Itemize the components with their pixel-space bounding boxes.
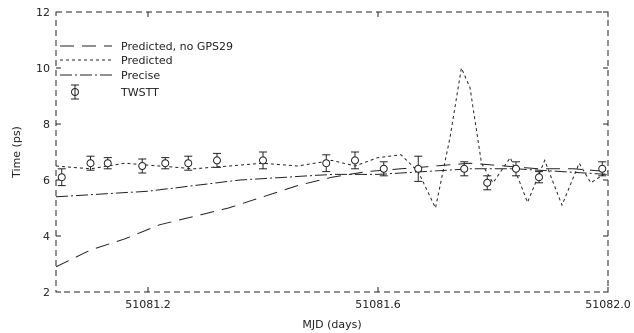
twstt-point bbox=[322, 154, 331, 173]
twstt-points bbox=[57, 151, 607, 191]
twstt-point bbox=[414, 155, 423, 182]
legend-label-precise: Precise bbox=[121, 69, 160, 82]
twstt-point bbox=[460, 161, 469, 177]
twstt-point bbox=[351, 151, 359, 170]
y-tick-label: 12 bbox=[36, 6, 50, 19]
legend-swatch-twstt bbox=[71, 84, 79, 100]
legend-label-predicted: Predicted bbox=[121, 54, 173, 67]
twstt-point bbox=[598, 161, 607, 177]
series-line-0 bbox=[55, 162, 609, 268]
legend-label-predicted-no-gps29: Predicted, no GPS29 bbox=[121, 40, 233, 53]
y-tick-label: 2 bbox=[43, 286, 50, 299]
x-axis-ticks: 51081.2 51081.6 51082.0 bbox=[125, 12, 631, 311]
y-axis-label: Time (ps) bbox=[10, 126, 23, 179]
x-tick-label: 51081.6 bbox=[355, 298, 401, 311]
series-line-1 bbox=[55, 66, 609, 210]
y-tick-label: 10 bbox=[36, 62, 50, 75]
x-axis-label: MJD (days) bbox=[302, 318, 361, 331]
plot-area bbox=[55, 11, 609, 293]
twstt-point bbox=[86, 155, 95, 171]
y-tick-label: 8 bbox=[43, 118, 50, 131]
x-tick-label: 51081.2 bbox=[125, 298, 171, 311]
twstt-point bbox=[57, 168, 66, 187]
twstt-point bbox=[103, 157, 112, 170]
twstt-point bbox=[259, 151, 267, 170]
twstt-point bbox=[213, 152, 221, 168]
y-axis-ticks: 2 4 6 8 10 12 bbox=[36, 6, 608, 299]
twstt-point bbox=[184, 155, 193, 171]
legend-label-twstt: TWSTT bbox=[120, 86, 159, 99]
twstt-point bbox=[379, 161, 388, 177]
y-tick-label: 4 bbox=[43, 230, 50, 243]
twstt-point bbox=[161, 157, 170, 170]
twstt-point bbox=[138, 158, 147, 174]
x-tick-label: 51082.0 bbox=[585, 298, 631, 311]
twstt-point bbox=[483, 175, 492, 191]
twstt-point bbox=[512, 161, 520, 177]
y-tick-label: 6 bbox=[43, 174, 50, 187]
legend: Predicted, no GPS29 Predicted Precise TW… bbox=[60, 40, 233, 100]
twstt-point bbox=[535, 171, 543, 184]
